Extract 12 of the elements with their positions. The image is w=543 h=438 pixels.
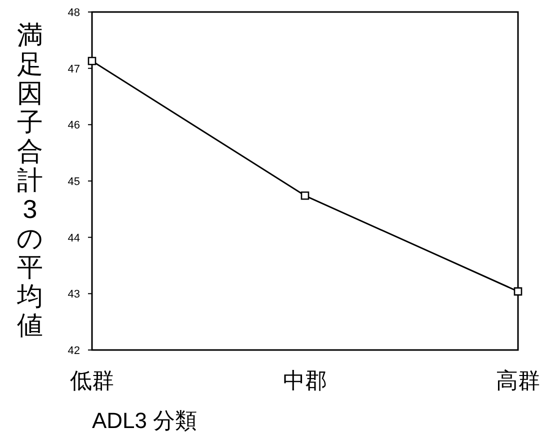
y-tick-label: 47 xyxy=(68,63,80,76)
y-tick-label: 46 xyxy=(68,120,80,132)
y-tick-label: 43 xyxy=(68,288,80,301)
x-axis-title: ADL3 分類 xyxy=(92,408,198,433)
x-tick-label: 高群 xyxy=(496,368,540,393)
x-tick-label: 中郡 xyxy=(283,368,327,393)
y-tick-label: 44 xyxy=(68,232,80,244)
y-tick-label: 48 xyxy=(68,7,80,19)
text: 満足因子合計3の平均値 xyxy=(16,20,44,340)
y-tick-label: 45 xyxy=(68,176,80,188)
x-tick-label: 低群 xyxy=(70,368,114,393)
y-tick-label: 42 xyxy=(68,345,80,357)
